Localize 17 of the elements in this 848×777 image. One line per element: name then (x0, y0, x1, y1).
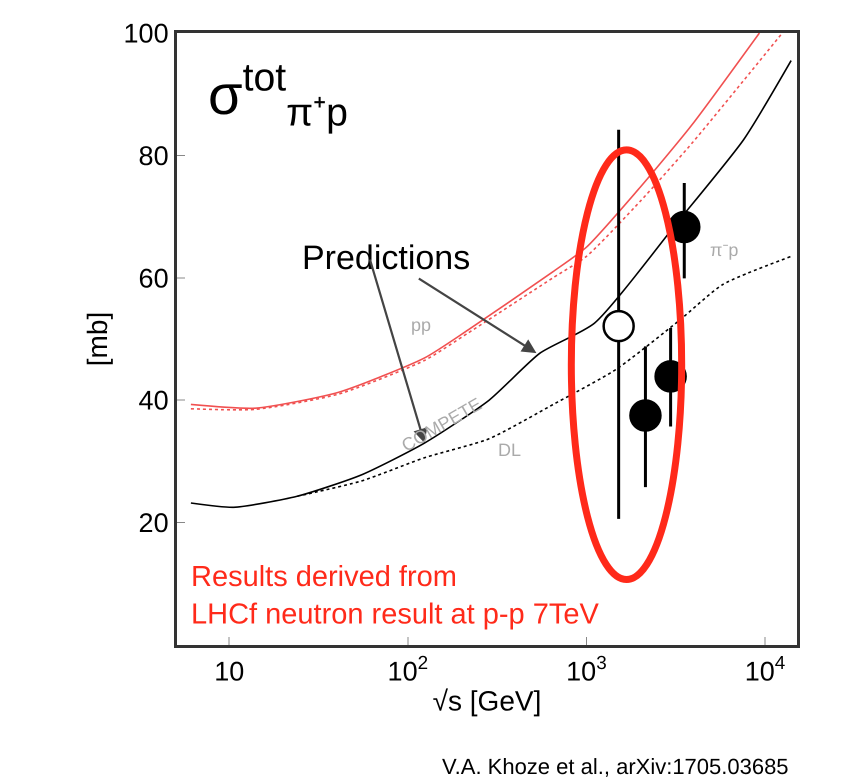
annotation: pp (411, 315, 432, 335)
annotation: Predictions (302, 239, 470, 277)
y-tick-label: 60 (138, 263, 169, 294)
x-tick-label: 10$^{3}$ (566, 653, 607, 686)
y-axis-title: [mb] (82, 312, 114, 366)
y-tick-label: 40 (138, 386, 169, 416)
annotation: DL (498, 440, 522, 460)
annotation: π⁻p (710, 240, 738, 260)
x-axis-title: √s [GeV] (432, 686, 542, 716)
x-tick-label: 10$^{4}$ (744, 653, 786, 686)
y-tick-label: 20 (138, 508, 169, 538)
x-tick-label: 10$^{2}$ (388, 653, 428, 686)
x-tick-label: 10 (214, 656, 244, 686)
y-tick-label: 80 (138, 140, 169, 171)
text: V.A. Khoze et al., arXiv:1705.03685 (442, 754, 789, 777)
y-tick-label: 100 (124, 18, 169, 48)
annotation: Results derived from LHCf neutron result at p-p 7TeV (191, 561, 600, 631)
